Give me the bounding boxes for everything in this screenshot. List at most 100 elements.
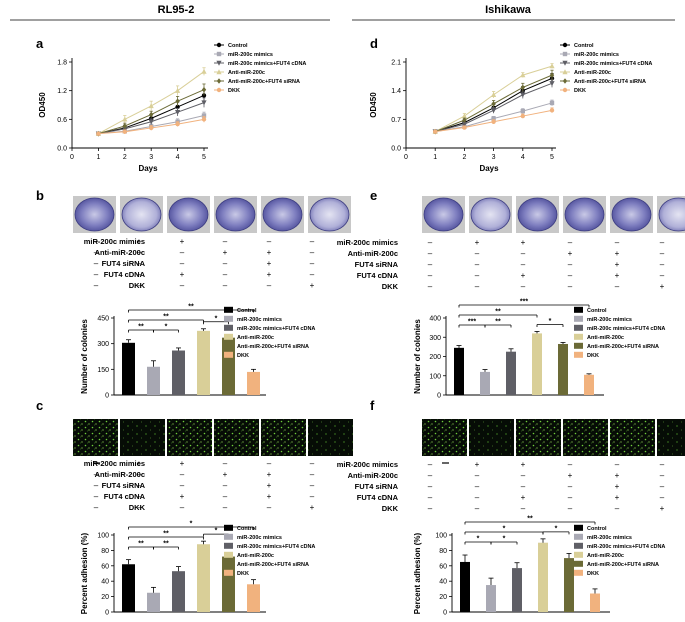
left-treatment-label: DKK <box>129 281 146 290</box>
chart-b-y-tick-label: 0 <box>105 393 109 400</box>
chart-d-series-3-point <box>549 63 555 69</box>
left-treatment-symbol: – <box>310 270 315 279</box>
chart-d-series-5-point <box>520 113 525 119</box>
chart-c-y-tick-label: 20 <box>101 594 109 601</box>
chart-d-legend-label: Anti-miR-200c+FUT4 siRNA <box>574 79 646 85</box>
left-adh-treatment-symbol: – <box>223 481 228 490</box>
right-treatment-symbol: – <box>475 249 480 258</box>
chart-e-legend-label: miR-200c mimics <box>587 317 632 323</box>
chart-a-series-5-point <box>201 117 207 122</box>
chart-c-y-axis-label: Percent adhesion (%) <box>80 532 89 614</box>
left-adh-treatment-symbol: + <box>310 503 315 512</box>
chart-c-legend-swatch <box>224 551 233 558</box>
right-adh-treatment-symbol: – <box>660 460 665 469</box>
chart-c-y-tick-label: 100 <box>97 533 109 540</box>
panel-letter-c: c <box>36 398 43 413</box>
right-adh-treatment-symbol: + <box>615 482 620 491</box>
chart-b-legend-label: miR-200c mimics+FUT4 cDNA <box>237 326 315 332</box>
chart-e-y-axis-label: Number of colonies <box>413 319 422 394</box>
chart-b-y-tick-label: 300 <box>97 341 109 348</box>
chart-a-x-tick-label: 1 <box>96 154 100 161</box>
chart-a-series-4-point <box>175 98 180 104</box>
left-adhesion-photo <box>308 419 353 456</box>
chart-a-series-2-point <box>201 100 207 106</box>
chart-b-legend-swatch <box>224 315 233 322</box>
chart-a-y-tick-label: 0.0 <box>57 146 67 153</box>
chart-a-series-5-point <box>175 121 180 127</box>
chart-f-bar <box>486 585 496 612</box>
chart-c-legend-label: DKK <box>237 571 249 577</box>
chart-d-series-4-point <box>462 117 467 123</box>
chart-e-bar <box>454 347 464 395</box>
chart-a-series-3-point <box>148 103 154 109</box>
right-treatment-symbol: + <box>521 271 526 280</box>
chart-d-series-2-point <box>491 108 497 114</box>
chart-a-series-3-point <box>175 87 181 93</box>
chart-c-legend-swatch <box>224 542 233 549</box>
chart-d-series-3-point <box>491 91 497 97</box>
right-adh-treatment-symbol: – <box>428 482 433 491</box>
chart-a-y-tick-label: 0.6 <box>57 117 67 124</box>
chart-c-significance-label: ** <box>138 541 144 548</box>
chart-f-legend-swatch <box>574 569 583 576</box>
left-treatment-symbol: – <box>137 281 142 290</box>
chart-f-bar <box>538 542 548 612</box>
chart-d-series-2-point <box>520 92 526 98</box>
chart-a-x-tick-label: 3 <box>149 154 153 161</box>
chart-d-legend-label: Control <box>574 43 594 49</box>
chart-b-y-tick-label: 150 <box>97 367 109 374</box>
right-adhesion-photo <box>610 419 655 456</box>
right-treatment-label: FUT4 cDNA <box>357 271 399 280</box>
chart-c-y-tick-label: 40 <box>101 579 109 586</box>
left-treatment-symbol: – <box>310 237 315 246</box>
left-adh-treatment-symbol: + <box>180 492 185 501</box>
chart-e-legend-swatch <box>574 324 583 331</box>
left-adhesion-photo <box>261 419 306 456</box>
chart-b-bar <box>247 371 260 395</box>
chart-c-y-tick-label: 60 <box>101 563 109 570</box>
right-adh-treatment-symbol: + <box>568 471 573 480</box>
left-treatment-symbol: – <box>137 248 142 257</box>
chart-e-y-tick-label: 0 <box>437 393 441 400</box>
left-adh-treatment-symbol: – <box>94 470 99 479</box>
right-adh-treatment-symbol: – <box>475 471 480 480</box>
right-adh-treatment-symbol: + <box>521 460 526 469</box>
right-treatment-symbol: + <box>615 260 620 269</box>
chart-e-legend-swatch <box>574 333 583 340</box>
chart-f-significance-label: * <box>555 525 558 532</box>
left-adh-treatment-label: Anti-miR-200c <box>95 470 145 479</box>
chart-e-significance-label: * <box>549 318 552 325</box>
chart-c-legend-label: Control <box>237 526 257 532</box>
panel-letter-e: e <box>370 188 377 203</box>
chart-e-legend-swatch <box>574 342 583 349</box>
chart-d-x-axis-label: Days <box>479 164 499 173</box>
chart-f-bar <box>460 561 470 612</box>
chart-f-y-tick-label: 100 <box>435 533 447 540</box>
right-treatment-symbol: + <box>568 249 573 258</box>
generated-content: 0.0 0.6 1.2 1.8 0 1 2 3 4 5 Days OD450 Control miR-20… <box>38 42 685 617</box>
chart-a-series-0-point <box>149 116 154 121</box>
left-adh-treatment-label: miR-200c mimics <box>84 459 145 468</box>
chart-c-significance-label: * <box>190 521 193 528</box>
right-treatment-symbol: – <box>475 271 480 280</box>
right-treatment-symbol: – <box>660 271 665 280</box>
right-adh-treatment-symbol: – <box>428 471 433 480</box>
chart-d-legend-label: miR-200c mimics+FUT4 cDNA <box>574 61 652 67</box>
right-adh-treatment-symbol: – <box>521 504 526 513</box>
chart-a-legend-marker <box>216 78 222 84</box>
right-treatment-symbol: – <box>428 260 433 269</box>
left-treatment-symbol: – <box>310 259 315 268</box>
chart-c-legend-swatch <box>224 524 233 531</box>
chart-b-bar <box>122 342 135 395</box>
left-treatment-symbol: + <box>180 237 185 246</box>
group-title-left: RL95-2 <box>158 4 195 16</box>
left-adh-treatment-symbol: + <box>267 481 272 490</box>
chart-e-y-tick-label: 100 <box>429 373 441 380</box>
left-treatment-symbol: + <box>310 281 315 290</box>
left-treatment-symbol: – <box>137 259 142 268</box>
chart-b-legend-swatch <box>224 342 233 349</box>
left-treatment-label: Anti-miR-200c <box>95 248 145 257</box>
chart-a-legend-marker <box>216 42 222 48</box>
right-treatment-symbol: – <box>475 282 480 291</box>
chart-a-legend-marker <box>216 51 222 57</box>
